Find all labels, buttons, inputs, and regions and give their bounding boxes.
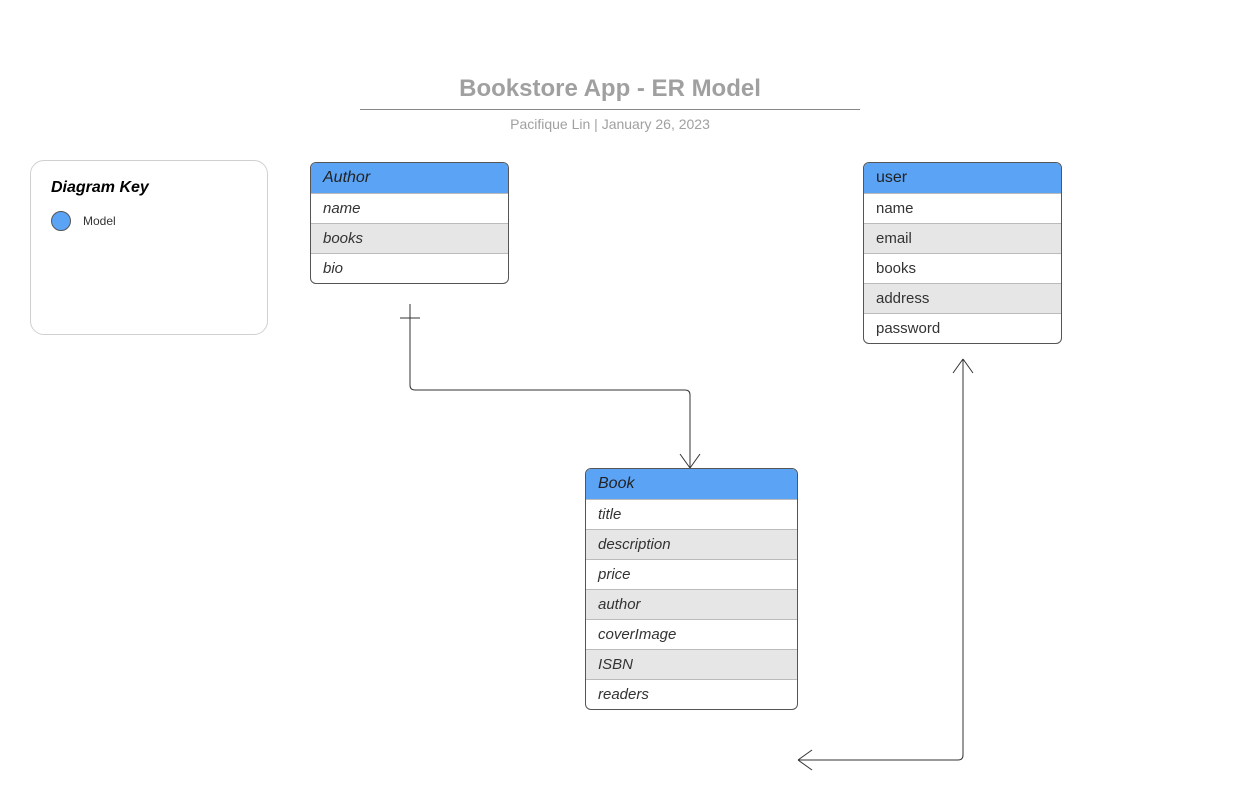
diagram-key-title: Diagram Key xyxy=(51,179,247,197)
entity-book[interactable]: BooktitledescriptionpriceauthorcoverImag… xyxy=(585,468,798,710)
entity-attribute: readers xyxy=(586,679,797,709)
legend-label: Model xyxy=(83,214,116,228)
diagram-title: Bookstore App - ER Model xyxy=(360,75,860,109)
diagram-key-panel: Diagram Key Model xyxy=(30,160,268,335)
entity-attribute: title xyxy=(586,499,797,529)
entity-user[interactable]: usernameemailbooksaddresspassword xyxy=(863,162,1062,344)
title-divider xyxy=(360,109,860,110)
entity-attribute: password xyxy=(864,313,1061,343)
entity-attribute: email xyxy=(864,223,1061,253)
entity-attribute: name xyxy=(864,193,1061,223)
entity-attribute: ISBN xyxy=(586,649,797,679)
entity-header: user xyxy=(864,163,1061,193)
diagram-subtitle: Pacifique Lin | January 26, 2023 xyxy=(360,116,860,132)
entity-attribute: coverImage xyxy=(586,619,797,649)
title-block: Bookstore App - ER Model Pacifique Lin |… xyxy=(360,75,860,132)
entity-attribute: books xyxy=(864,253,1061,283)
entity-author[interactable]: Authornamebooksbio xyxy=(310,162,509,284)
entity-header: Book xyxy=(586,469,797,499)
entity-attribute: price xyxy=(586,559,797,589)
legend-item: Model xyxy=(51,211,247,231)
entity-attribute: address xyxy=(864,283,1061,313)
entity-attribute: description xyxy=(586,529,797,559)
entity-attribute: name xyxy=(311,193,508,223)
legend-swatch xyxy=(51,211,71,231)
entity-attribute: author xyxy=(586,589,797,619)
entity-attribute: bio xyxy=(311,253,508,283)
entity-attribute: books xyxy=(311,223,508,253)
entity-header: Author xyxy=(311,163,508,193)
